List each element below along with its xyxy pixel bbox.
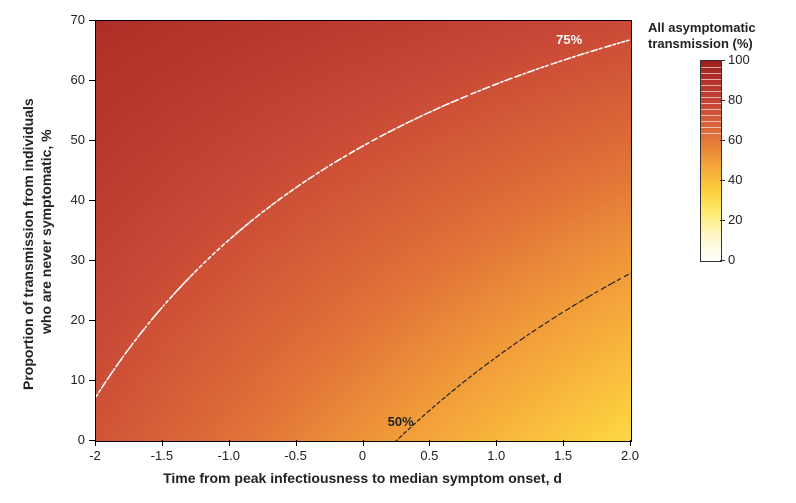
y-tick-mark [89,320,95,321]
colorbar-band-icon [701,103,721,104]
legend-tick-label: 60 [728,132,742,147]
x-tick-mark [563,440,564,446]
colorbar-band-icon [701,73,721,74]
legend-tick-mark [720,60,725,61]
x-tick-label: -2 [80,448,110,463]
colorbar-band-icon [701,85,721,86]
colorbar-band-icon [701,91,721,92]
y-tick-mark [89,140,95,141]
y-tick-mark [89,80,95,81]
x-tick-mark [95,440,96,446]
y-tick-label: 40 [71,192,85,207]
x-tick-mark [496,440,497,446]
legend-tick-label: 20 [728,212,742,227]
legend-tick-mark [720,220,725,221]
legend-tick-label: 100 [728,52,750,67]
x-tick-label: 1.0 [481,448,511,463]
legend-title-line1: All asymptomatic [648,20,756,35]
legend-tick-mark [720,140,725,141]
y-tick-mark [89,380,95,381]
legend-tick-label: 0 [728,252,735,267]
y-tick-mark [89,20,95,21]
y-tick-mark [89,200,95,201]
x-tick-mark [296,440,297,446]
y-tick-label: 50 [71,132,85,147]
y-tick-label: 20 [71,312,85,327]
heatmap-plot-area: 75% 50% [95,20,632,442]
x-tick-mark [630,440,631,446]
legend-title-line2: transmission (%) [648,36,753,51]
x-tick-label: 0 [348,448,378,463]
colorbar-band-icon [701,97,721,98]
colorbar-band-icon [701,79,721,80]
y-tick-label: 0 [78,432,85,447]
chart-figure: Proportion of transmission from individu… [0,0,796,503]
y-tick-label: 60 [71,72,85,87]
legend-tick-mark [720,260,725,261]
x-axis-label: Time from peak infectiousness to median … [95,470,630,486]
y-tick-label: 70 [71,12,85,27]
colorbar-band-icon [701,67,721,68]
y-axis-label-line1: Proportion of transmission from individu… [20,98,36,390]
legend-colorbar [700,60,722,262]
x-tick-label: 0.5 [414,448,444,463]
y-tick-label: 30 [71,252,85,267]
x-tick-label: -1.0 [214,448,244,463]
y-tick-mark [89,260,95,261]
x-tick-label: -0.5 [281,448,311,463]
y-axis-label-line2: who are never symptomatic, % [38,129,54,334]
x-tick-mark [363,440,364,446]
legend-tick-label: 80 [728,92,742,107]
y-tick-label: 10 [71,372,85,387]
colorbar-band-icon [701,115,721,116]
x-tick-mark [229,440,230,446]
x-tick-mark [162,440,163,446]
colorbar-band-icon [701,121,721,122]
colorbar-band-icon [701,127,721,128]
colorbar-band-icon [701,133,721,134]
colorbar-band-icon [701,109,721,110]
heatmap-canvas [96,21,631,441]
legend-tick-mark [720,180,725,181]
x-tick-mark [429,440,430,446]
legend-tick-label: 40 [728,172,742,187]
x-tick-label: -1.5 [147,448,177,463]
x-tick-label: 1.5 [548,448,578,463]
y-tick-mark [89,440,95,441]
x-tick-label: 2.0 [615,448,645,463]
legend-tick-mark [720,100,725,101]
